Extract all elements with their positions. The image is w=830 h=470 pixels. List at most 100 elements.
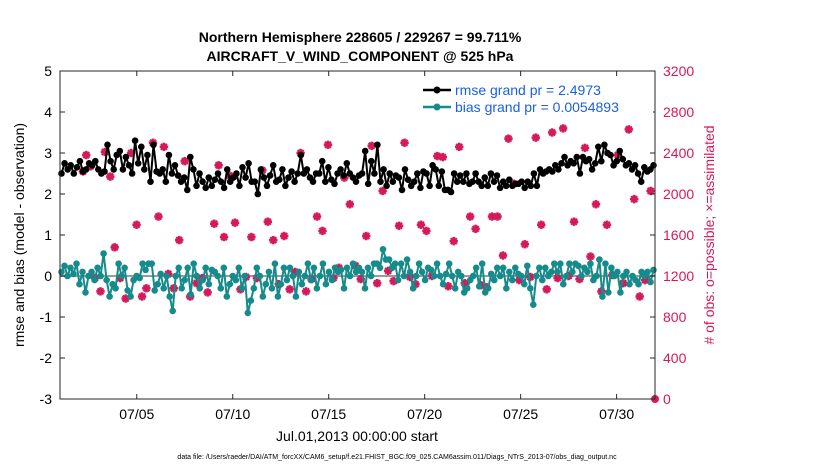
bias-point [139,260,146,268]
rmse-point [279,166,286,173]
bias-point [58,268,65,276]
bias-point [181,276,188,284]
obs-point-d2 [646,187,655,195]
rmse-point [616,147,623,155]
rmse-point [147,178,154,185]
obs-point [537,220,546,229]
observation-count-series [78,124,659,403]
rmse-point [315,170,323,177]
bias-point [418,268,426,276]
bias-point [172,272,179,280]
obs-point-d2 [203,288,212,297]
obs-point-d2 [603,220,611,229]
bias-point [509,276,516,284]
right-axis-ticks: 0 400 800 1200 1600 2000 2400 2800 3200 [650,63,694,407]
bias-point [313,285,321,292]
rmse-point [490,178,498,185]
bias-point [542,264,549,272]
rmse-point [128,170,136,177]
obs-point [553,273,562,283]
rmse-point [260,174,268,181]
bias-point [635,280,642,288]
obs-point-d2 [455,143,463,151]
legend-rmse-marker [433,86,441,94]
bias-point [343,264,351,272]
rmse-point [242,174,249,181]
rmse-point [187,153,194,161]
bias-point [232,276,240,284]
rmse-point [220,184,228,192]
bias-point [397,260,405,268]
obs-point-d2 [175,236,183,244]
rmse-point [585,155,593,163]
obs-point-d2 [264,217,272,226]
bias-point [151,287,158,294]
bias-point [412,272,420,280]
bias-point [605,289,612,296]
rmse-point [288,168,295,175]
rmse-point [309,178,317,185]
rmse-point [276,176,283,183]
rmse-point [282,182,289,190]
bias-point [463,285,471,292]
rmse-point [414,170,421,177]
x-tick-label: 07/15 [311,406,346,422]
rmse-point [518,178,525,185]
rmse-point [619,155,627,163]
obs-point-d2 [586,252,595,261]
obs-point-d2 [346,200,354,209]
rmse-point [447,188,455,196]
rmse-point [180,174,188,181]
bias-point [433,260,441,268]
obs-point-d2 [400,138,409,147]
rmse-point [613,157,620,165]
rmse-point [214,170,222,177]
y2-tick-label: 3200 [663,63,694,79]
rmse-point [561,153,568,161]
bias-point [575,262,582,270]
legend-bias-marker [433,103,441,111]
obs-point [438,152,448,162]
bias-point [518,272,525,280]
obs-point [416,220,426,229]
x-tick-label: 07/05 [119,406,154,422]
bias-point [262,280,270,288]
bias-point [328,276,336,284]
bias-point [265,268,273,276]
y-tick-label: 0 [44,268,52,284]
bias-point [70,270,77,278]
bias-point [436,272,444,280]
obs-point [219,232,229,242]
bias-point [623,268,630,276]
obs-point-d2 [160,143,168,151]
rmse-point [269,162,277,169]
rmse-point [190,166,197,173]
obs-point-d2 [138,292,146,301]
rmse-point [343,160,351,167]
bias-series [58,246,657,317]
rmse-point [487,170,495,177]
rmse-point [208,182,216,190]
rmse-point [67,162,74,169]
rmse-point [493,172,501,179]
rmse-point [380,166,387,173]
rmse-point [386,170,394,177]
bias-point [178,285,185,292]
obs-point [498,251,508,260]
rmse-point [591,160,599,167]
obs-point-d2 [548,128,556,137]
obs-point-d2 [231,218,239,227]
obs-point [362,231,371,241]
obs-point-d2 [302,287,310,296]
obs-point-d2 [499,251,507,260]
rmse-point [395,174,403,181]
bias-point [644,268,651,276]
obs-point [285,285,294,294]
bias-point [253,264,261,272]
rmse-point [134,160,142,167]
obs-point [301,287,311,296]
rmse-point [469,178,476,185]
bias-point [106,293,113,300]
bias-point [385,256,393,263]
